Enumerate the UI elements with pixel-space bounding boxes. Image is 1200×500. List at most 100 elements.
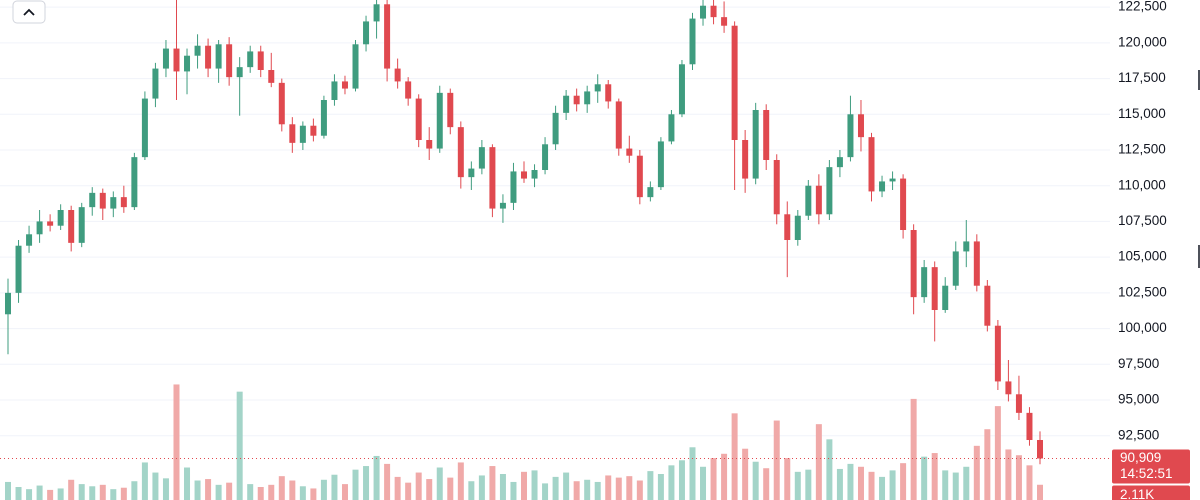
y-tick-label: 122,500 xyxy=(1118,0,1167,14)
volume-bar xyxy=(310,488,317,500)
candle-body xyxy=(626,148,633,156)
volume-bar xyxy=(499,474,506,500)
volume-bar xyxy=(447,477,454,500)
volume-bar xyxy=(763,468,770,500)
volume-bar xyxy=(341,484,348,500)
candle-body xyxy=(731,25,738,140)
volume-bar xyxy=(352,469,359,500)
candle-body xyxy=(331,81,338,100)
volume-bar xyxy=(647,471,654,500)
volume-bar xyxy=(521,471,527,500)
volume-bar xyxy=(99,484,106,500)
volume-bar xyxy=(468,481,475,500)
candle-body xyxy=(647,187,654,198)
candle-body xyxy=(847,114,854,158)
candle-body xyxy=(205,45,212,69)
volume-bar xyxy=(457,462,464,500)
button-frame[interactable] xyxy=(12,0,46,24)
candle-body xyxy=(320,100,327,136)
volume-bar xyxy=(615,477,622,500)
candle-body xyxy=(394,68,401,82)
volume-bar xyxy=(868,471,875,500)
candle-body xyxy=(1026,412,1033,440)
candle-body xyxy=(900,178,907,230)
candle-body xyxy=(268,70,275,83)
volume-bar xyxy=(331,474,338,500)
candle-body xyxy=(5,292,11,315)
volume-bar xyxy=(173,384,180,500)
volume-bar xyxy=(384,463,391,500)
candle-body xyxy=(257,51,264,70)
volume-bar xyxy=(668,465,675,500)
candle-body xyxy=(710,5,717,18)
candle-body xyxy=(973,241,980,286)
volume-bar xyxy=(436,467,443,500)
volume-bar xyxy=(226,482,233,500)
candle-body xyxy=(994,325,1001,382)
volume-bar xyxy=(5,481,11,500)
candle-body xyxy=(457,127,464,178)
candle-body xyxy=(415,98,422,140)
candle-body xyxy=(605,84,612,102)
candle-body xyxy=(1005,381,1012,395)
volume-bar xyxy=(405,482,412,500)
candle-body xyxy=(447,92,454,128)
volume-bar xyxy=(921,456,928,500)
candle-body xyxy=(584,91,591,105)
volume-bar xyxy=(320,479,327,500)
candle-body xyxy=(68,210,75,243)
volume-bar xyxy=(994,406,1001,500)
candle-body xyxy=(15,245,22,293)
candle-body xyxy=(721,17,728,26)
volume-bar xyxy=(678,460,685,500)
volume-bar xyxy=(542,483,549,500)
volume-bar xyxy=(162,478,169,500)
volume-bar xyxy=(963,466,970,500)
candle-body xyxy=(521,171,527,179)
candle-layer xyxy=(5,0,1043,465)
candle-body xyxy=(752,110,759,179)
volume-bar xyxy=(1026,465,1033,500)
volume-bar xyxy=(889,470,896,500)
volume-bar xyxy=(910,398,917,500)
volume-bar xyxy=(373,455,380,500)
scroll-up-button[interactable] xyxy=(12,0,46,24)
candle-body xyxy=(120,197,127,208)
candle-body xyxy=(110,197,117,209)
candle-body xyxy=(868,137,875,192)
candle-body xyxy=(984,285,991,326)
candle-body xyxy=(542,144,549,170)
volume-bar xyxy=(510,481,517,500)
volume-bar xyxy=(131,481,138,500)
price-badge xyxy=(1112,449,1190,484)
volume-badge xyxy=(1112,485,1190,500)
y-tick-label: 110,000 xyxy=(1118,177,1166,192)
candle-body xyxy=(573,95,580,105)
volume-bar xyxy=(278,476,285,500)
candle-body xyxy=(36,221,43,235)
candle-body xyxy=(341,81,348,89)
volume-bar xyxy=(594,481,601,500)
volume-bar xyxy=(773,420,780,500)
countdown-label: 14:52:51 xyxy=(1120,466,1173,481)
volume-bar xyxy=(205,479,212,500)
y-tick-label: 97,500 xyxy=(1118,356,1159,371)
volume-bar xyxy=(836,468,843,500)
candle-body xyxy=(89,192,96,208)
candle-body xyxy=(499,202,506,209)
volume-bar xyxy=(857,466,864,500)
volume-bar xyxy=(805,469,812,500)
volume-bar xyxy=(394,476,401,500)
volume-bar xyxy=(984,429,991,500)
volume-bar xyxy=(826,439,833,500)
candle-body xyxy=(594,84,601,92)
candle-body xyxy=(921,267,928,298)
candle-body xyxy=(184,55,191,72)
volume-bar xyxy=(236,391,243,500)
candle-body xyxy=(1015,394,1022,413)
candle-body xyxy=(57,210,64,226)
y-tick-label: 112,500 xyxy=(1118,142,1166,157)
volume-bar xyxy=(120,487,127,500)
volume-bar xyxy=(363,466,370,500)
